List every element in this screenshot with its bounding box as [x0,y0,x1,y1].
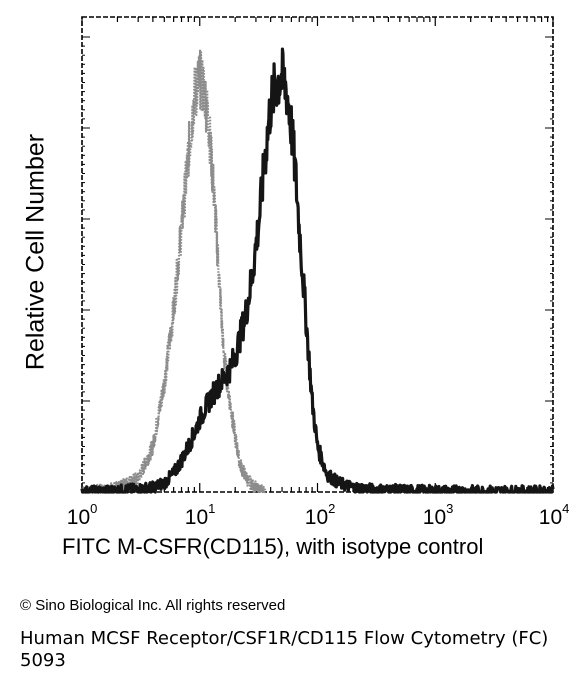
flow-cytometry-histogram [80,16,555,494]
x-tick-label-3: 103 [422,501,454,529]
x-tick-label-1: 101 [184,501,216,529]
histogram-series-0 [80,48,267,494]
x-axis-label: FITC M-CSFR(CD115), with isotype control [62,534,484,559]
plot-frame [81,16,554,493]
y-axis-ticks [82,36,553,493]
copyright-notice: © Sino Biological Inc. All rights reserv… [20,597,286,614]
histogram-series-1 [80,47,555,494]
x-tick-label-0: 100 [66,501,98,529]
figure-caption: Human MCSF Receptor/CSF1R/CD115 Flow Cyt… [20,628,549,671]
x-tick-label-2: 102 [304,501,336,529]
x-tick-label-4: 104 [538,501,570,529]
series-layer [80,47,555,494]
y-axis-label: Relative Cell Number [21,133,50,371]
x-axis-ticks [81,17,554,492]
